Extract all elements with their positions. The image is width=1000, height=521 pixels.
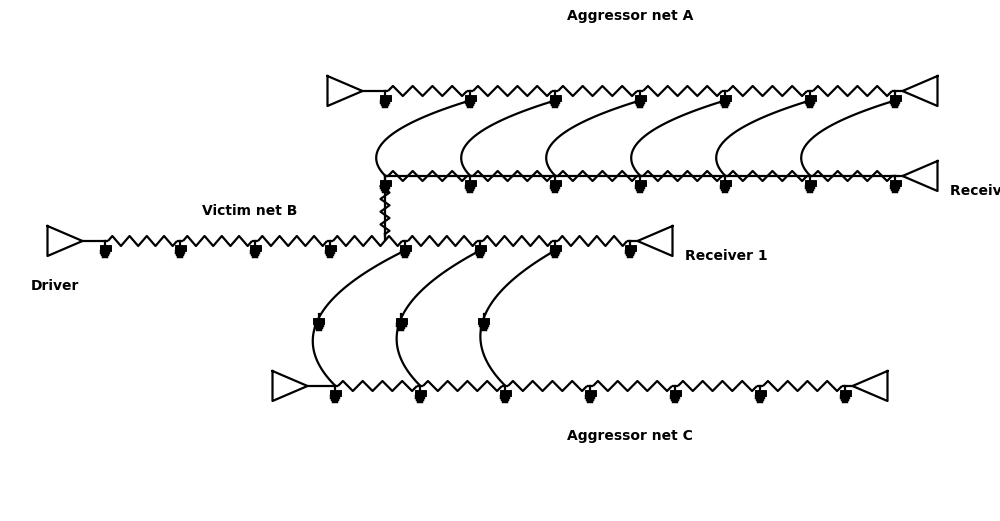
Text: Driver: Driver	[31, 279, 79, 293]
Text: Aggressor net A: Aggressor net A	[567, 9, 693, 23]
Text: Aggressor net C: Aggressor net C	[567, 429, 693, 443]
Text: Receiver 2: Receiver 2	[950, 184, 1000, 198]
Text: Victim net B: Victim net B	[202, 204, 298, 218]
Text: Receiver 1: Receiver 1	[685, 249, 768, 263]
